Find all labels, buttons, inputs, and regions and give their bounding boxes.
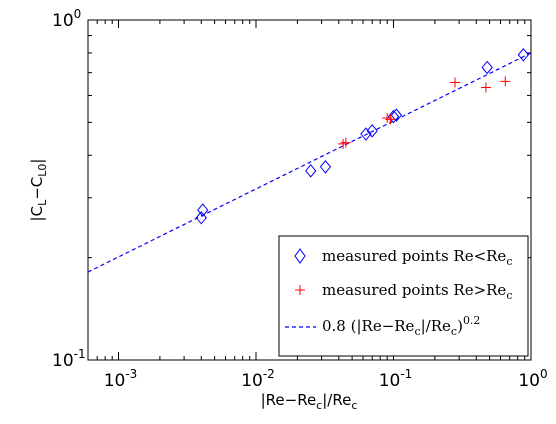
x-tick-label: 100	[518, 367, 547, 391]
plus-point	[338, 138, 349, 149]
legend-diamond-marker	[294, 248, 306, 264]
plus-point	[449, 77, 460, 88]
diamond-point	[366, 124, 378, 138]
y-tick-label: 100	[52, 7, 81, 31]
y-axis-label: |CL−CL0|	[28, 159, 49, 222]
diamond-point	[390, 108, 403, 122]
x-tick-label: 10-3	[104, 367, 138, 391]
legend-box	[278, 235, 529, 357]
axis-ticks	[87, 20, 531, 361]
plus-point	[340, 137, 351, 148]
legend-label-below: measured points Re<Rec	[322, 247, 513, 268]
plus-point	[385, 114, 396, 125]
plus-point	[480, 82, 491, 93]
diamond-point	[360, 127, 372, 141]
diamond-point	[517, 48, 530, 62]
diamond-point	[195, 210, 207, 225]
x-tick-label: 10-1	[379, 367, 413, 391]
legend-label-fit: 0.8 (|Re−Rec|/Rec)0.2	[322, 314, 480, 338]
legend-plus-marker	[295, 285, 305, 295]
diamond-point	[319, 160, 332, 174]
diamond-point	[305, 164, 317, 178]
data-markers	[195, 48, 530, 225]
fit-line	[87, 52, 532, 273]
plus-point	[500, 76, 511, 87]
y-tick-label: 10-1	[52, 347, 86, 371]
x-axis-label: |Re−Rec|/Rec	[261, 391, 358, 412]
tick-labels: 10-3 10-2 10-1 100 10-1 100	[52, 7, 548, 391]
x-tick-label: 10-2	[241, 367, 275, 391]
diamond-point	[197, 203, 209, 217]
legend: measured points Re<Rec measured points R…	[278, 235, 529, 357]
legend-label-above: measured points Re>Rec	[322, 281, 513, 302]
diamond-point	[481, 60, 493, 75]
